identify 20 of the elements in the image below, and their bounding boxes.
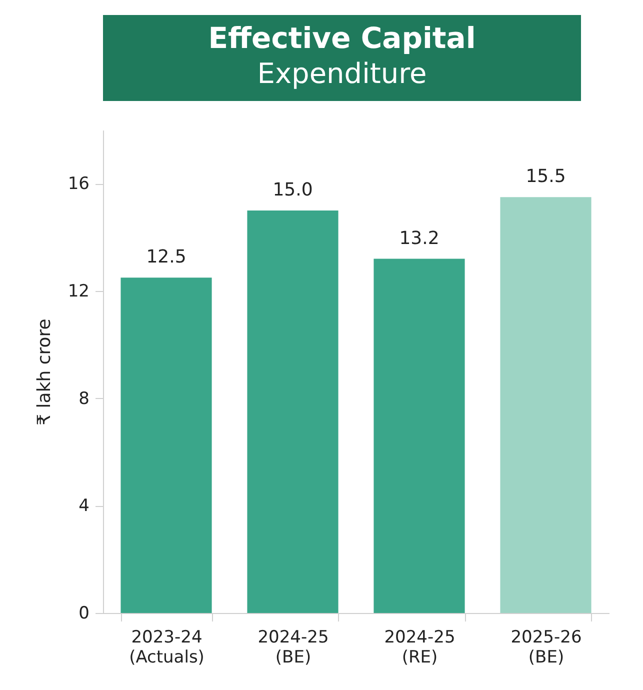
x-tick-label: 2024-25 (RE) — [384, 628, 456, 668]
y-tick-label: 4 — [78, 496, 90, 516]
x-tick-label: 2025-26 (BE) — [510, 628, 582, 668]
data-label: 15.0 — [272, 180, 313, 200]
x-tick-label: 2024-25 (BE) — [258, 628, 329, 668]
y-tick-label: 8 — [78, 388, 90, 409]
y-tick-label: 0 — [78, 604, 90, 624]
data-label: 12.5 — [146, 246, 186, 268]
chart-title: Effective Capital — [207, 21, 477, 55]
x-tick-label: 2023-24 (Actuals) — [129, 628, 204, 668]
data-label: 13.2 — [399, 228, 440, 249]
bar — [500, 197, 592, 613]
chart-subtitle: Expenditure — [256, 57, 428, 90]
bar — [374, 258, 465, 613]
data-label: 15.5 — [526, 166, 566, 188]
y-axis-title: ₹ lakh crore — [34, 318, 55, 426]
bar — [120, 278, 212, 613]
bar — [247, 210, 338, 613]
y-tick-label: 16 — [68, 174, 90, 194]
y-tick-label: 12 — [68, 282, 90, 302]
